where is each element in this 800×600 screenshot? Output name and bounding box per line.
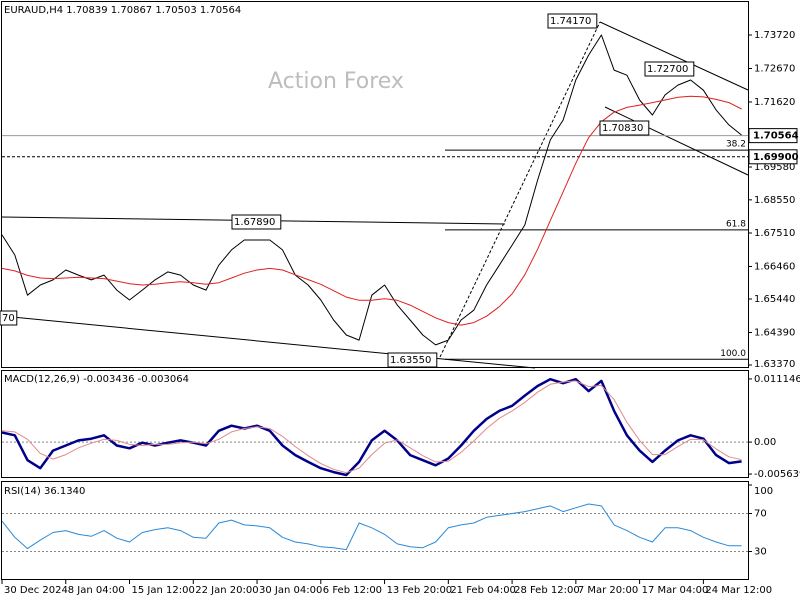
trendline <box>604 106 749 176</box>
annotation-box <box>0 310 18 326</box>
annotation-box <box>231 214 282 230</box>
line-series-line <box>1 34 742 346</box>
fib-label: 100.0 <box>720 349 746 359</box>
annotation-label: 1.70830 <box>602 123 643 134</box>
x-tick-label: 30 Dec 2024 <box>4 585 68 596</box>
y-tick-label: 70 <box>754 509 767 520</box>
y-tick-label: 1.69580 <box>754 162 795 173</box>
y-tick-label: 1.71620 <box>754 97 795 108</box>
price-box <box>748 128 798 144</box>
y-tick-label: 0.00 <box>754 437 776 448</box>
y-tick-label: 1.72670 <box>754 63 795 74</box>
chart-title: EURAUD,H4 1.70839 1.70867 1.70503 1.7056… <box>4 5 241 16</box>
fib-label: 61.8 <box>726 219 746 229</box>
y-tick-label: -0.005639 <box>754 469 800 480</box>
annotation-label: 1.72700 <box>647 64 688 75</box>
rsi-title: RSI(14) 36.1340 <box>4 486 85 497</box>
x-tick-label: 22 Jan 20:00 <box>195 585 258 596</box>
x-tick-label: 7 Mar 20:00 <box>578 585 638 596</box>
trendline <box>599 21 749 91</box>
x-tick-label: 30 Jan 04:00 <box>259 585 322 596</box>
annotation-box <box>547 13 598 29</box>
y-tick-label: 1.66460 <box>754 261 795 272</box>
annotation-label: 70 <box>2 313 15 324</box>
price-label: 1.69900 <box>753 152 799 163</box>
watermark: Action Forex <box>268 69 404 94</box>
y-tick-label: 1.67510 <box>754 228 795 239</box>
annotation-label: 1.74170 <box>550 16 591 27</box>
x-tick-label: 28 Feb 12:00 <box>514 585 580 596</box>
trendline <box>439 21 601 358</box>
x-tick-label: 15 Jan 12:00 <box>132 585 195 596</box>
annotation-box <box>599 120 650 136</box>
y-tick-label: 1.64390 <box>754 327 795 338</box>
price-label: 1.70564 <box>753 131 799 142</box>
x-tick-label: 13 Feb 20:00 <box>387 585 453 596</box>
fib-label: 38.2 <box>726 140 746 150</box>
y-tick-label: 1.65440 <box>754 294 795 305</box>
x-tick-label: 6 Feb 12:00 <box>323 585 382 596</box>
macd-series-line <box>1 377 742 477</box>
y-tick-label: 0.011146 <box>754 374 800 385</box>
x-tick-label: 8 Jan 04:00 <box>68 585 125 596</box>
main-panel-frame <box>1 1 749 368</box>
rsi-series-line <box>1 503 742 551</box>
y-tick-label: 1.63370 <box>754 359 795 370</box>
price-box <box>748 149 798 165</box>
line-series-line <box>1 95 742 326</box>
annotation-label: 1.67890 <box>234 217 275 228</box>
y-tick-label: 1.73720 <box>754 30 795 41</box>
x-tick-label: 17 Mar 04:00 <box>642 585 709 596</box>
macd-series-line <box>1 380 742 474</box>
macd-title: MACD(12,26,9) -0.003436 -0.003064 <box>4 374 189 385</box>
macd-panel-frame <box>1 370 749 478</box>
y-tick-label: 1.68550 <box>754 195 795 206</box>
annotation-box <box>644 61 695 77</box>
annotation-label: 1.63550 <box>390 355 431 366</box>
annotation-box <box>387 352 438 368</box>
x-tick-label: 21 Feb 04:00 <box>450 585 516 596</box>
y-tick-label: 100 <box>754 486 773 497</box>
x-tick-label: 24 Mar 12:00 <box>705 585 772 596</box>
rsi-panel-frame <box>1 481 749 580</box>
y-tick-label: 30 <box>754 547 767 558</box>
